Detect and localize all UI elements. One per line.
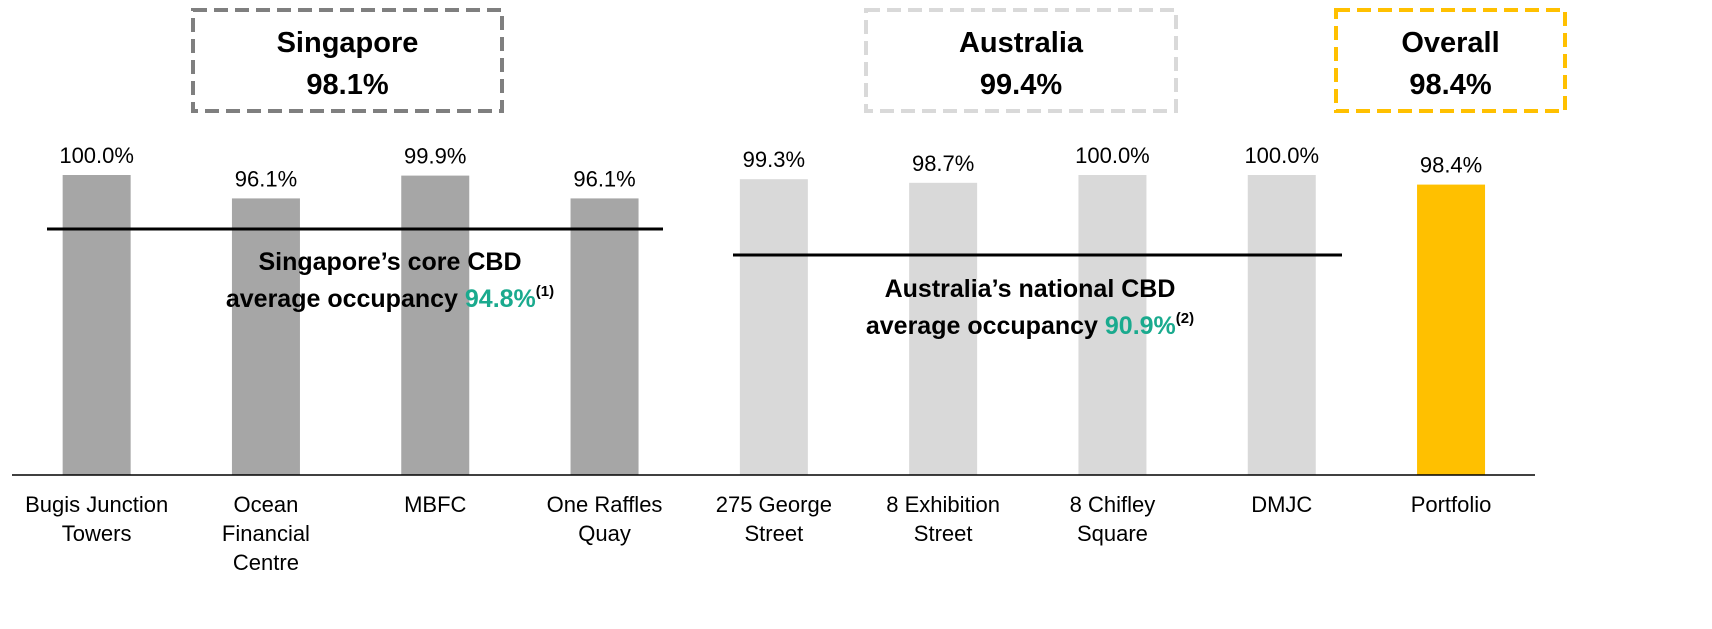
x-tick-label: Bugis Junction Towers xyxy=(25,492,169,546)
value-label: 100.0% xyxy=(1075,143,1150,168)
group-name: Overall xyxy=(1401,27,1499,59)
annotation-line: average occupancy 94.8%(1) xyxy=(226,283,554,313)
group-value: 99.4% xyxy=(980,69,1062,101)
bar xyxy=(1247,175,1316,475)
annotation-note: (1) xyxy=(536,283,554,300)
x-tick-label: MBFC xyxy=(404,492,467,517)
value-label: 100.0% xyxy=(1244,143,1319,168)
bar xyxy=(231,198,300,475)
annotation-value: 90.9% xyxy=(1105,312,1176,340)
x-tick-label: 8 Chifley Square xyxy=(1069,492,1156,546)
group-box xyxy=(864,8,1178,113)
x-tick-label: DMJC xyxy=(1251,492,1313,517)
x-tick-label: Ocean Financial Centre xyxy=(221,492,310,575)
annotation-line: Australia’s national CBD xyxy=(885,275,1176,303)
x-tick-label: 8 Exhibition Street xyxy=(886,492,1001,546)
annotation-text: average occupancy xyxy=(226,285,458,313)
bar xyxy=(1078,175,1147,475)
group-name: Singapore xyxy=(277,27,419,59)
bar xyxy=(909,182,978,476)
value-label: 99.3% xyxy=(743,147,805,172)
value-label: 98.7% xyxy=(912,151,974,176)
x-tick-label: Portfolio xyxy=(1410,492,1492,517)
value-label: 96.1% xyxy=(235,166,297,191)
x-tick-label: 275 George Street xyxy=(715,492,832,546)
group-value: 98.1% xyxy=(306,69,388,101)
group-name: Australia xyxy=(959,27,1084,59)
group-box xyxy=(191,8,504,113)
annotation-line: average occupancy 90.9%(2) xyxy=(866,310,1194,340)
value-label: 98.4% xyxy=(1420,153,1482,178)
annotation-text: average occupancy xyxy=(866,312,1098,340)
value-label: 99.9% xyxy=(404,144,466,169)
group-value: 98.4% xyxy=(1409,69,1491,101)
annotation-line: Singapore’s core CBD xyxy=(258,248,521,276)
value-label: 100.0% xyxy=(59,143,134,168)
bar xyxy=(401,175,470,475)
bar xyxy=(739,179,808,475)
bar xyxy=(62,175,131,475)
annotation-value: 94.8% xyxy=(465,285,536,313)
x-tick-label: One Raffles Quay xyxy=(546,492,663,546)
bar xyxy=(1417,184,1486,475)
value-label: 96.1% xyxy=(573,166,635,191)
bar xyxy=(570,198,639,475)
annotation-note: (2) xyxy=(1176,310,1194,327)
group-box xyxy=(1334,8,1567,113)
